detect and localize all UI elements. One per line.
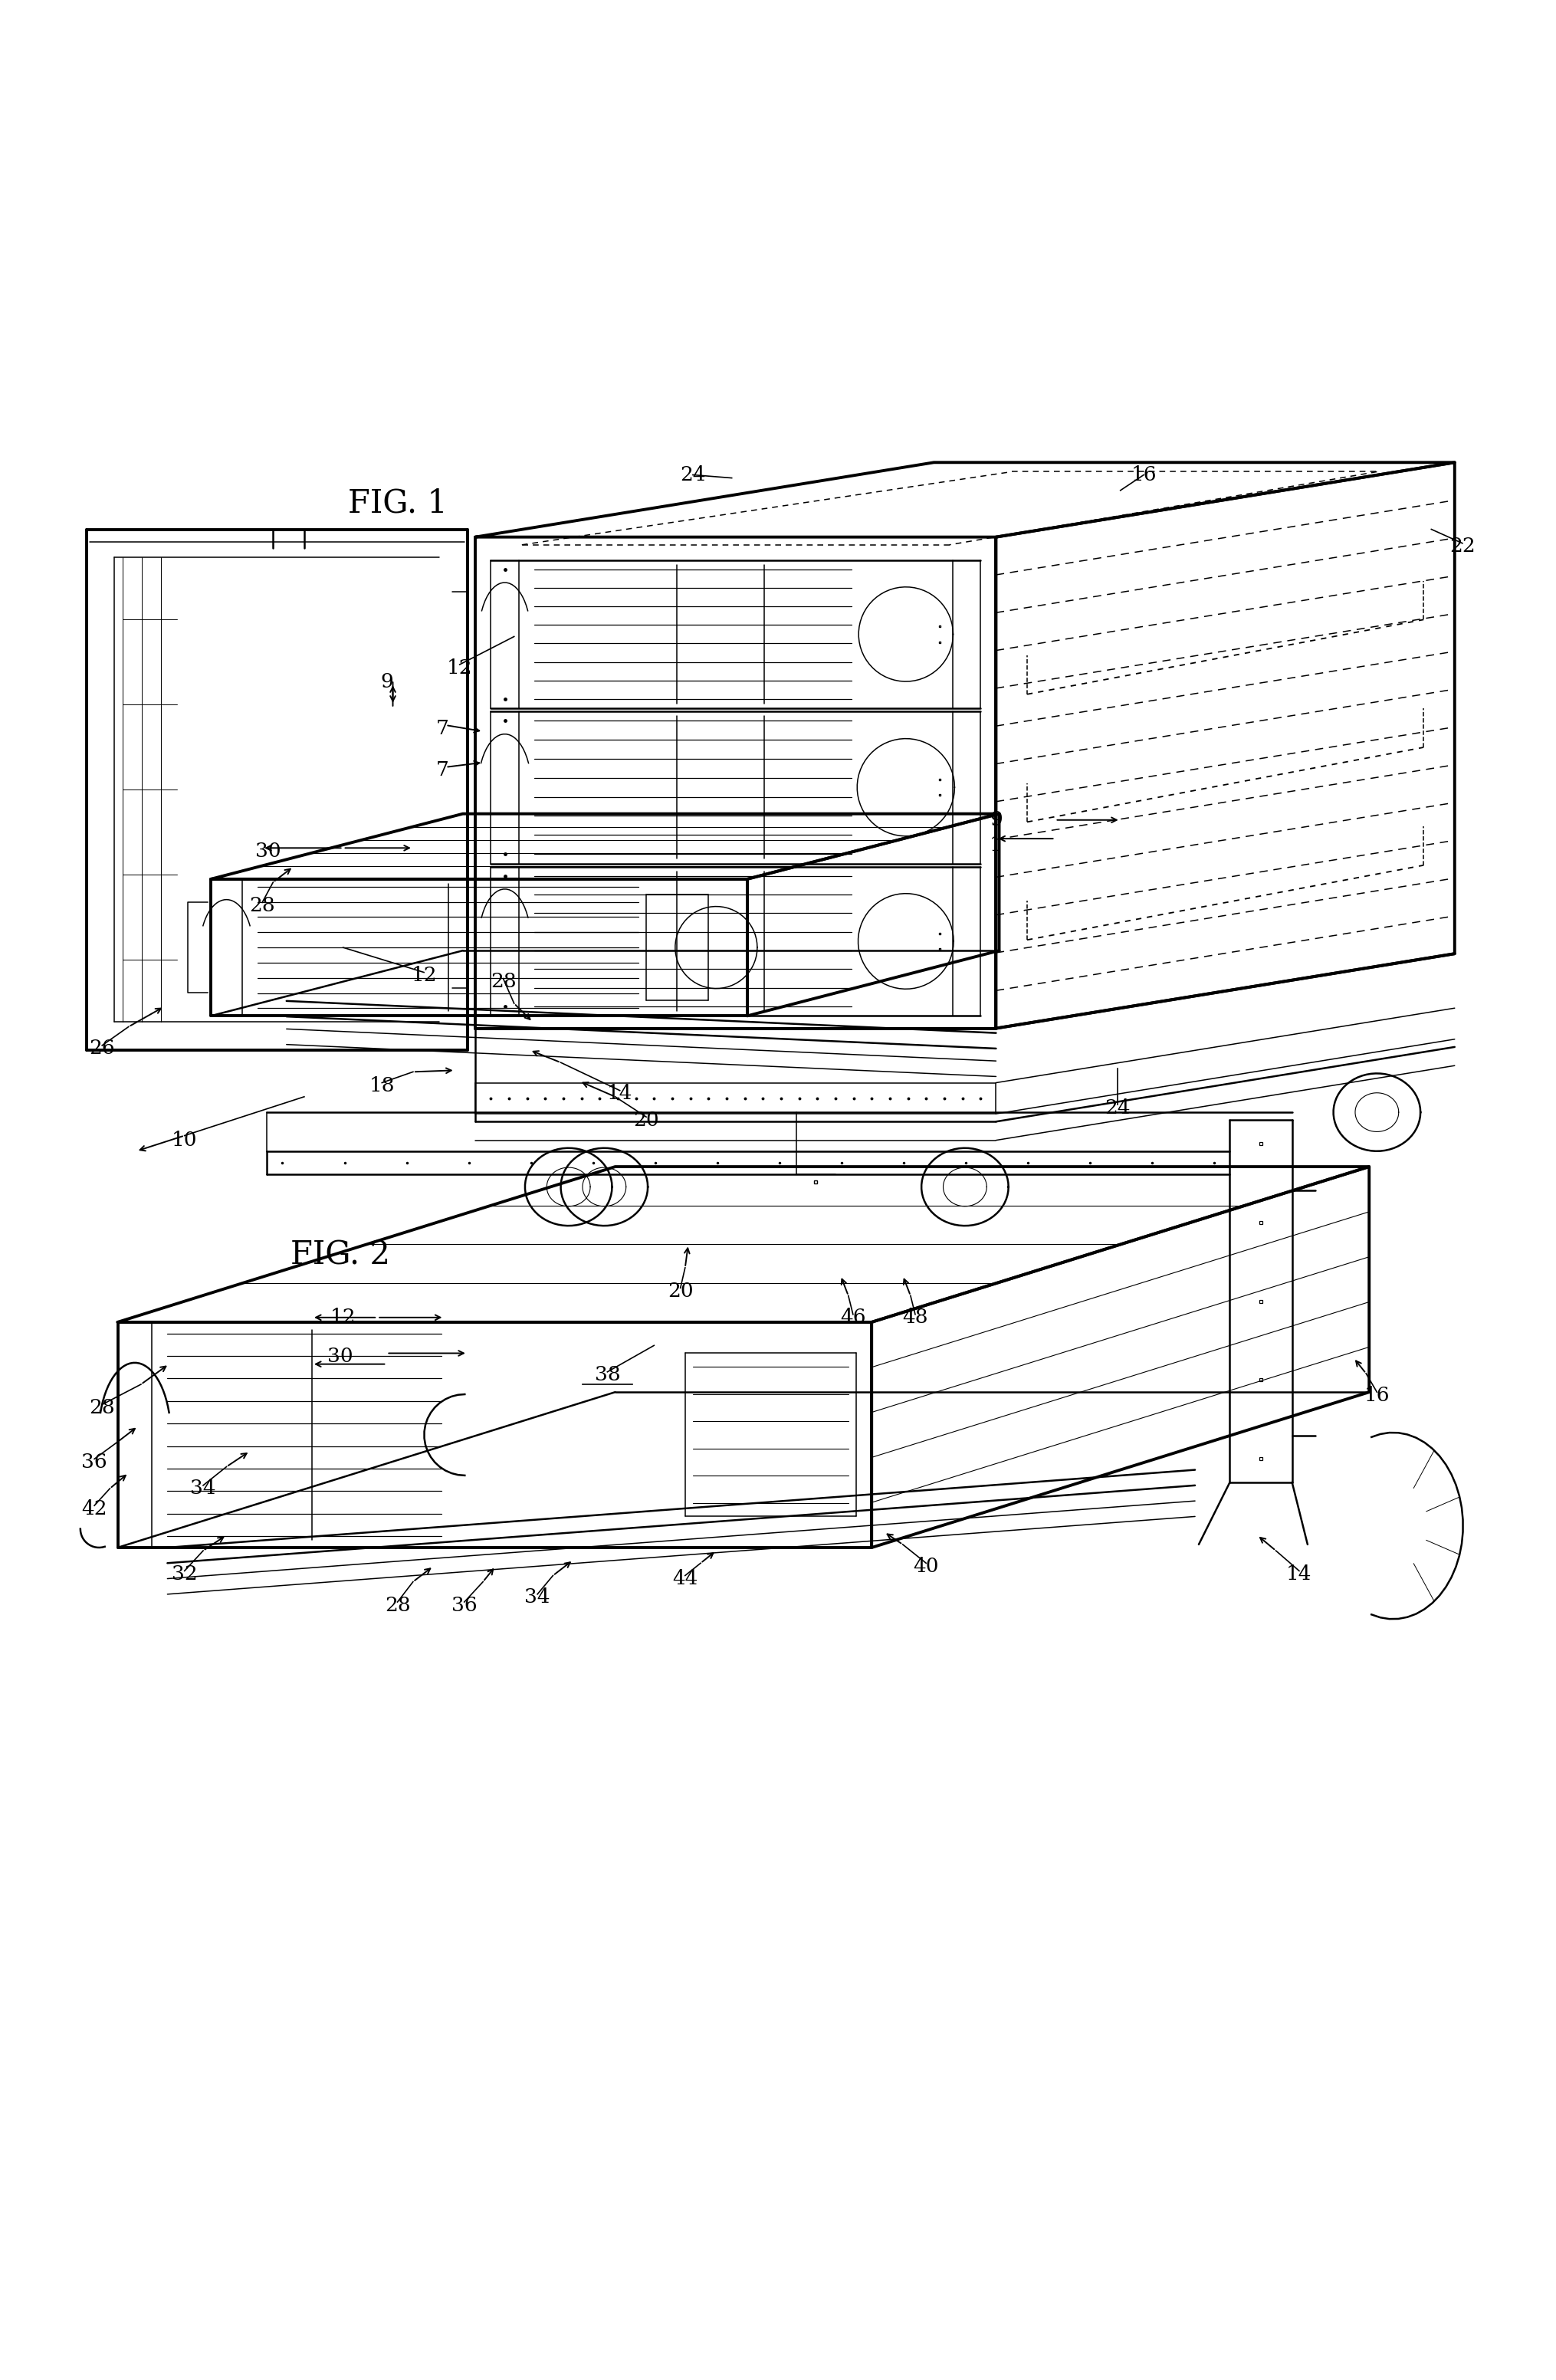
- Text: 24: 24: [1103, 1097, 1130, 1116]
- Text: 28: 28: [490, 971, 517, 990]
- Text: 36: 36: [451, 1595, 478, 1614]
- Text: 48: 48: [902, 1309, 927, 1328]
- Text: 40: 40: [913, 1557, 938, 1576]
- Text: 46: 46: [840, 1309, 865, 1328]
- Text: 30: 30: [255, 843, 282, 862]
- Text: 1: 1: [990, 835, 1002, 854]
- Text: 18: 18: [369, 1076, 395, 1095]
- Text: 16: 16: [1363, 1385, 1390, 1404]
- Text: 7: 7: [436, 762, 448, 781]
- Text: 12: 12: [330, 1309, 356, 1328]
- Text: 12: 12: [447, 657, 473, 678]
- Text: 9: 9: [990, 812, 1002, 831]
- Text: 20: 20: [668, 1280, 692, 1299]
- Text: 12: 12: [411, 966, 437, 985]
- Text: 26: 26: [89, 1040, 115, 1059]
- Text: 34: 34: [190, 1478, 216, 1497]
- Text: 24: 24: [680, 464, 705, 486]
- Text: 30: 30: [327, 1347, 353, 1366]
- Text: 36: 36: [81, 1452, 107, 1471]
- Text: 32: 32: [171, 1564, 198, 1583]
- Text: 14: 14: [607, 1083, 632, 1104]
- Text: 14: 14: [1285, 1564, 1312, 1583]
- Text: 28: 28: [89, 1397, 115, 1416]
- Text: 20: 20: [633, 1111, 658, 1130]
- Text: 28: 28: [384, 1595, 411, 1614]
- Text: 44: 44: [672, 1568, 697, 1587]
- Text: 22: 22: [1449, 538, 1475, 557]
- Text: 34: 34: [524, 1587, 549, 1607]
- Text: 10: 10: [171, 1130, 198, 1150]
- Text: 9: 9: [380, 671, 392, 690]
- Text: 38: 38: [594, 1366, 619, 1385]
- Text: 42: 42: [81, 1499, 107, 1518]
- Text: 28: 28: [249, 895, 275, 914]
- Text: 7: 7: [436, 719, 448, 738]
- Text: 16: 16: [1130, 464, 1156, 486]
- Text: FIG. 1: FIG. 1: [347, 488, 447, 519]
- Text: FIG. 2: FIG. 2: [289, 1240, 389, 1271]
